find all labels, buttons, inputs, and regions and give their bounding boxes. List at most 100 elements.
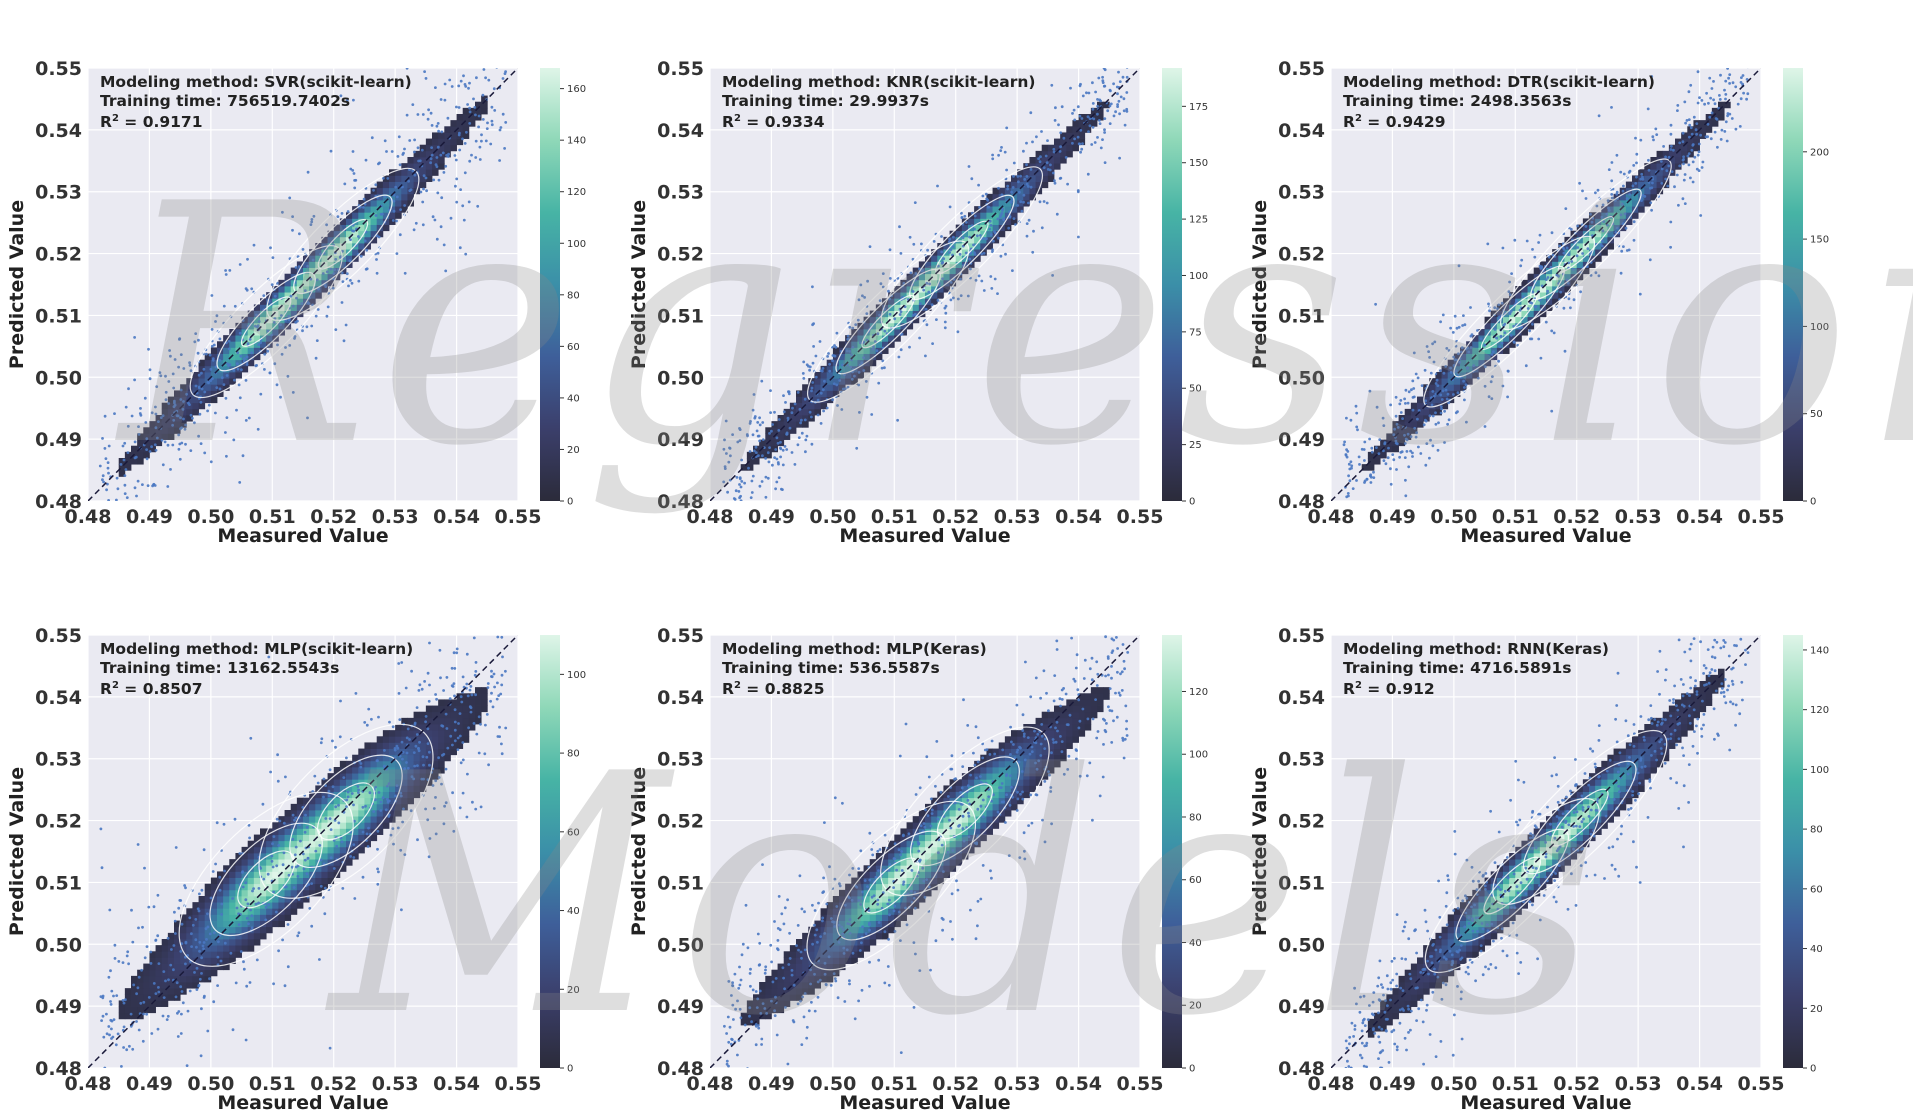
scatter-point (1042, 200, 1046, 203)
scatter-point (157, 962, 161, 965)
scatter-point (1670, 170, 1674, 174)
scatter-point (474, 113, 477, 117)
scatter-point (202, 367, 206, 371)
scatter-point (1026, 185, 1030, 188)
scatter-point (429, 161, 432, 165)
heatmap-cell (900, 316, 907, 324)
heatmap-cell (894, 292, 901, 299)
heatmap-cell (192, 390, 199, 397)
colorbar-tick-label: 200 (1810, 147, 1829, 158)
heatmap-cell (382, 212, 390, 219)
scatter-point (1497, 359, 1500, 363)
heatmap-cell (339, 834, 347, 842)
scatter-point (1687, 90, 1691, 94)
scatter-point (1698, 96, 1701, 99)
scatter-point (775, 436, 779, 440)
heatmap-cell (352, 767, 359, 774)
scatter-point (1691, 143, 1695, 146)
heatmap-cell (789, 975, 797, 983)
scatter-point (1610, 196, 1614, 200)
scatter-point (305, 872, 309, 876)
scatter-point (463, 83, 467, 86)
heatmap-cell (771, 975, 778, 983)
scatter-point (1007, 226, 1011, 230)
scatter-point (1096, 104, 1099, 108)
heatmap-cell (746, 1000, 754, 1007)
scatter-point (1696, 153, 1700, 157)
scatter-point (1719, 138, 1723, 141)
heatmap-cell (210, 926, 218, 934)
scatter-point (1391, 453, 1395, 456)
scatter-point (427, 699, 431, 703)
scatter-point (173, 910, 176, 914)
scatter-point (434, 796, 437, 799)
heatmap-cell (1552, 273, 1559, 281)
heatmap-cell (358, 206, 365, 213)
heatmap-cell (1601, 212, 1608, 219)
heatmap-cell (284, 840, 292, 848)
heatmap-cell (1435, 396, 1442, 404)
heatmap-cell (432, 711, 439, 719)
heatmap-cell (346, 255, 353, 262)
heatmap-cell (1589, 212, 1596, 219)
heatmap-cell (851, 353, 858, 361)
scatter-point (399, 791, 403, 795)
scatter-point (238, 396, 242, 400)
heatmap-cell (321, 797, 328, 805)
scatter-point (456, 748, 460, 751)
scatter-point (1126, 51, 1129, 54)
scatter-point (496, 681, 499, 685)
scatter-point (823, 379, 826, 383)
scatter-point (1510, 272, 1513, 275)
scatter-point (129, 1012, 133, 1016)
scatter-point (1443, 441, 1446, 444)
contour-line (240, 296, 292, 347)
heatmap-cell (118, 458, 126, 465)
heatmap-cell (321, 791, 328, 799)
scatter-point (1686, 154, 1690, 158)
heatmap-cell (370, 212, 378, 219)
heatmap-cell (395, 736, 402, 743)
heatmap-cell (364, 230, 371, 238)
scatter-point (1409, 435, 1413, 438)
scatter-point (426, 742, 430, 745)
heatmap-cell (1515, 316, 1522, 324)
scatter-point (1736, 102, 1740, 106)
scatter-point (173, 401, 176, 405)
heatmap-cell (432, 730, 439, 737)
heatmap-cell (395, 169, 402, 176)
heatmap-cell (814, 372, 821, 379)
scatter-point (197, 338, 200, 342)
heatmap-cell (1035, 175, 1043, 182)
heatmap-cell (290, 834, 298, 842)
scatter-point (800, 418, 803, 422)
heatmap-cell (888, 316, 895, 324)
scatter-point (200, 1007, 203, 1011)
heatmap-cell (407, 181, 414, 189)
heatmap-cell (759, 1006, 766, 1014)
scatter-point (101, 996, 105, 1000)
scatter-point (1439, 411, 1443, 415)
scatter-point (1109, 55, 1112, 58)
heatmap-cell (272, 834, 279, 842)
scatter-point (406, 727, 410, 731)
scatter-point (1433, 340, 1437, 344)
scatter-point (959, 294, 963, 297)
x-tick-label: 0.51 (1492, 506, 1539, 528)
heatmap-cell (223, 341, 230, 348)
scatter-points (722, 51, 1129, 501)
heatmap-cell (284, 896, 292, 903)
heatmap-cell (290, 877, 298, 885)
heatmap-cell (1533, 267, 1541, 275)
scatter-point (1614, 231, 1618, 234)
heatmap-cell (155, 994, 163, 1001)
heatmap-cell (339, 803, 347, 811)
heatmap-cell (432, 760, 439, 768)
heatmap-cell (192, 402, 199, 410)
scatter-point (460, 700, 464, 704)
scatter-point (1048, 168, 1052, 172)
scatter-point (1434, 411, 1437, 415)
heatmap-cell (1724, 101, 1731, 109)
scatter-point (215, 314, 219, 318)
heatmap-cell (820, 396, 828, 404)
